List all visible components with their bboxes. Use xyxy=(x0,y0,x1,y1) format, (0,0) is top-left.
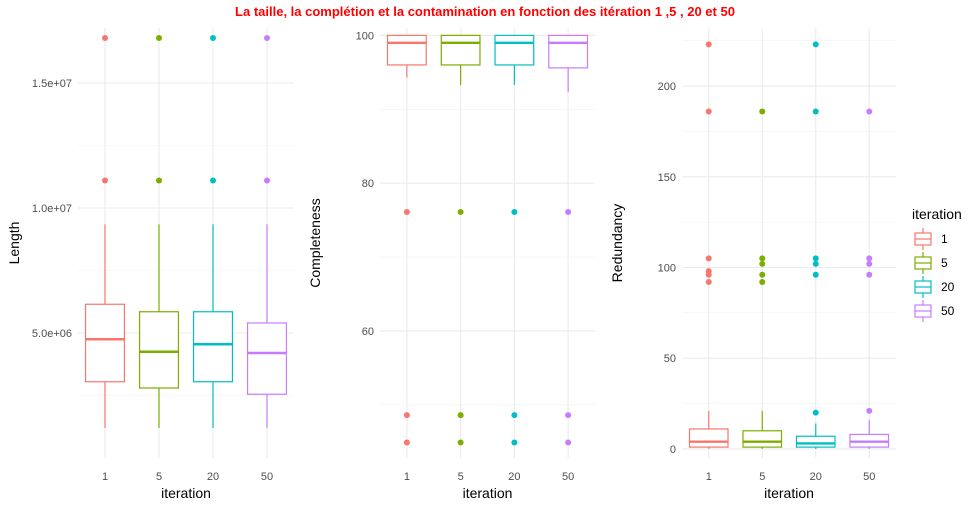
legend-label: 50 xyxy=(941,304,955,318)
outlier-point xyxy=(457,412,464,419)
outlier-point xyxy=(812,409,819,416)
outlier-point xyxy=(759,255,766,262)
x-tick-label: 1 xyxy=(404,471,410,483)
box-iqr xyxy=(246,322,288,395)
outlier-point xyxy=(403,412,410,419)
chart-title: La taille, la complétion et la contamina… xyxy=(235,4,735,19)
x-axis-title: iteration xyxy=(463,485,513,501)
y-tick-label: 50 xyxy=(664,353,676,365)
outlier-point xyxy=(565,208,572,215)
outlier-point xyxy=(705,271,712,278)
legend-label: 20 xyxy=(941,280,955,294)
outlier-point xyxy=(210,35,216,41)
box-iqr xyxy=(84,303,126,383)
x-tick-label: 20 xyxy=(508,471,520,483)
x-axis-title: iteration xyxy=(764,485,814,501)
y-tick-label: 60 xyxy=(362,326,374,338)
x-tick-label: 20 xyxy=(810,471,822,483)
x-tick-label: 50 xyxy=(261,471,273,483)
outlier-point xyxy=(210,177,216,184)
outlier-point xyxy=(156,177,162,184)
outlier-point xyxy=(866,255,873,262)
outlier-point xyxy=(102,35,108,41)
outlier-point xyxy=(812,108,819,115)
x-tick-label: 5 xyxy=(156,471,162,483)
x-tick-label: 20 xyxy=(207,471,219,483)
outlier-point xyxy=(812,41,819,48)
box-iqr xyxy=(742,430,783,448)
outlier-point xyxy=(705,255,712,262)
y-axis-title: Length xyxy=(6,222,22,265)
box-iqr xyxy=(548,34,589,69)
box-iqr xyxy=(688,428,729,448)
outlier-point xyxy=(457,208,464,215)
y-tick-label: 100 xyxy=(356,30,374,42)
outlier-point xyxy=(264,35,270,41)
box-iqr xyxy=(138,311,180,389)
y-tick-label: 1.0e+07 xyxy=(32,203,72,215)
x-tick-label: 1 xyxy=(102,471,108,483)
outlier-point xyxy=(565,439,572,446)
outlier-point xyxy=(264,177,270,184)
outlier-point xyxy=(511,412,518,419)
x-tick-label: 5 xyxy=(458,471,464,483)
box-iqr xyxy=(192,311,234,383)
y-tick-label: 200 xyxy=(658,81,676,93)
outlier-point xyxy=(812,255,819,262)
outlier-point xyxy=(403,439,410,446)
y-axis-title: Redundancy xyxy=(609,204,625,283)
legend-label: 1 xyxy=(941,232,948,246)
outlier-point xyxy=(511,439,518,446)
y-tick-label: 1.5e+07 xyxy=(32,78,72,90)
outlier-point xyxy=(866,260,873,267)
y-tick-label: 150 xyxy=(658,172,676,184)
legend-title: iteration xyxy=(912,206,962,222)
outlier-point xyxy=(457,439,464,446)
outlier-point xyxy=(812,271,819,278)
outlier-point xyxy=(759,279,766,286)
outlier-point xyxy=(759,271,766,278)
box-iqr xyxy=(494,34,535,66)
outlier-point xyxy=(156,35,162,41)
x-axis-title: iteration xyxy=(161,485,211,501)
box-iqr xyxy=(440,34,481,66)
legend-label: 5 xyxy=(941,256,948,270)
x-tick-label: 5 xyxy=(759,471,765,483)
outlier-point xyxy=(705,108,712,115)
box-iqr xyxy=(386,34,427,66)
outlier-point xyxy=(866,108,873,115)
x-tick-label: 50 xyxy=(863,471,875,483)
y-tick-label: 0 xyxy=(670,444,676,456)
outlier-point xyxy=(511,208,518,215)
outlier-point xyxy=(565,412,572,419)
outlier-point xyxy=(866,407,873,414)
x-tick-label: 50 xyxy=(562,471,574,483)
x-tick-label: 1 xyxy=(706,471,712,483)
y-tick-label: 80 xyxy=(362,178,374,190)
outlier-point xyxy=(812,260,819,267)
outlier-point xyxy=(705,279,712,286)
y-tick-label: 100 xyxy=(658,262,676,274)
box-iqr xyxy=(795,435,836,448)
outlier-point xyxy=(866,271,873,278)
outlier-point xyxy=(759,260,766,267)
outlier-point xyxy=(102,177,108,184)
y-axis-title: Completeness xyxy=(307,198,323,288)
outlier-point xyxy=(705,41,712,48)
outlier-point xyxy=(759,108,766,115)
y-tick-label: 5.0e+06 xyxy=(32,328,72,340)
outlier-point xyxy=(403,208,410,215)
